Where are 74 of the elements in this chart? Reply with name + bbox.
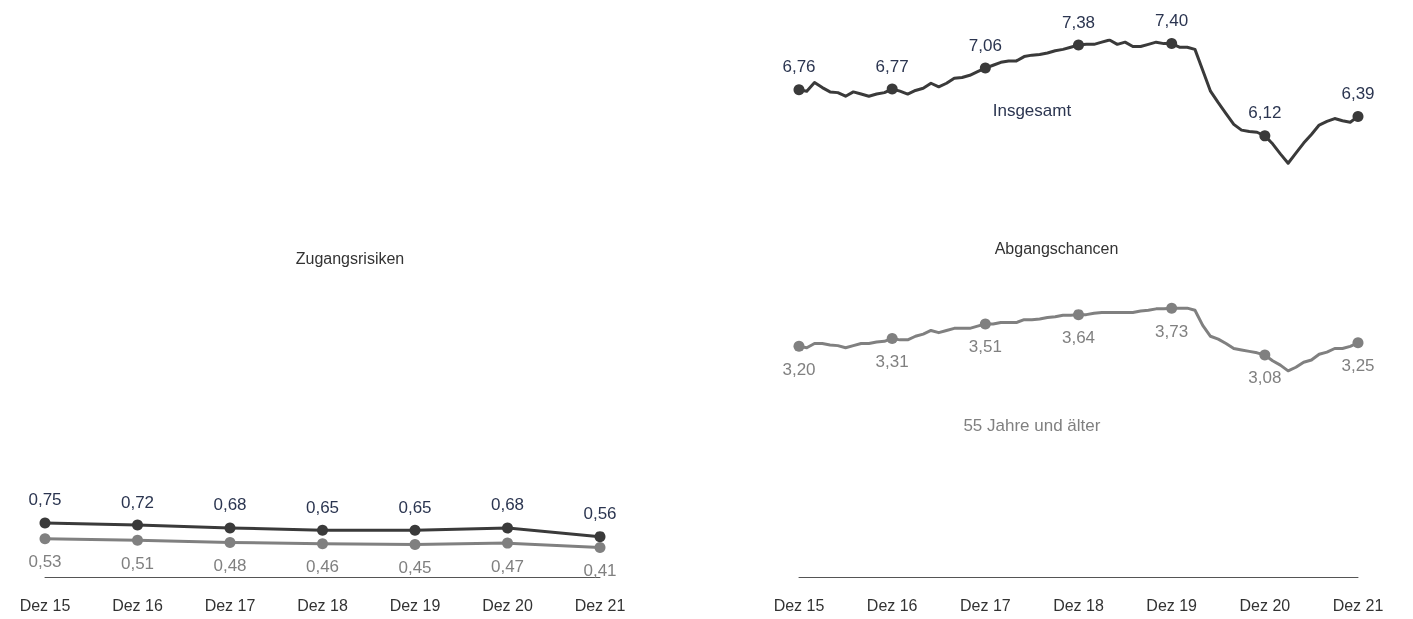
point	[793, 84, 805, 96]
x-tick-label: Dez 19	[389, 596, 441, 614]
point	[1259, 349, 1271, 361]
text: Abgangschancen	[994, 239, 1119, 257]
point	[317, 538, 328, 550]
data-label: 0,75	[28, 490, 62, 510]
point	[502, 537, 513, 549]
x-tick-label: Dez 21	[1332, 596, 1384, 614]
text: 55 Jahre und älter	[963, 416, 1101, 436]
x-tick-label: Dez 16	[866, 596, 918, 614]
data-label: 0,46	[305, 557, 340, 577]
data-label: 0,68	[213, 495, 247, 515]
point	[1073, 309, 1084, 321]
x-tick-label: Dez 15	[773, 596, 825, 614]
point	[39, 517, 51, 529]
data-label: 0,41	[583, 560, 617, 580]
data-label: 3,25	[1341, 356, 1375, 376]
data-label: 3,20	[782, 359, 816, 379]
data-label: 3,73	[1155, 321, 1189, 341]
chart-title: Zugangsrisiken	[295, 249, 405, 267]
x-tick-label: Dez 18	[1053, 596, 1104, 614]
point	[594, 541, 606, 553]
point	[317, 524, 328, 536]
x-tick-label: Dez 21	[574, 596, 626, 614]
data-label: 3,31	[875, 351, 909, 371]
point	[132, 534, 143, 546]
point	[409, 524, 421, 536]
point	[132, 519, 143, 531]
data-label: 7,38	[1061, 12, 1096, 32]
point	[1352, 337, 1364, 349]
data-label: 0,72	[120, 492, 155, 512]
x-tick-label: Dez 20	[1239, 596, 1291, 614]
data-label: 0,51	[120, 553, 155, 573]
x-tick-label: Dez 18	[297, 596, 348, 614]
x-tick-label: Dez 20	[482, 596, 533, 614]
point	[1259, 130, 1271, 142]
point	[594, 531, 606, 543]
x-tick-label: Dez 15	[19, 596, 71, 614]
point	[979, 318, 991, 330]
x-tick-label: Dez 19	[1146, 596, 1198, 614]
x-tick-label: Dez 17	[204, 596, 256, 614]
point	[886, 83, 898, 95]
x-tick-label: Dez 16	[112, 596, 163, 614]
data-label: 0,56	[583, 504, 617, 524]
data-label: 6,76	[782, 57, 816, 77]
data-label: 0,68	[490, 495, 525, 515]
data-label: 0,65	[305, 497, 340, 517]
point	[1166, 302, 1178, 314]
point	[1352, 110, 1364, 122]
point	[502, 522, 513, 534]
data-label: 3,08	[1248, 368, 1282, 388]
data-label: 6,77	[875, 56, 909, 76]
point	[979, 62, 991, 74]
point	[793, 340, 805, 352]
data-label: 0,48	[213, 555, 247, 575]
point	[224, 536, 236, 548]
point	[39, 533, 51, 545]
data-label: 6,39	[1341, 83, 1375, 103]
data-label: 6,12	[1248, 103, 1282, 123]
point	[1166, 38, 1178, 50]
data-label: 0,65	[398, 497, 432, 517]
point	[409, 539, 421, 551]
data-label: 7,40	[1155, 11, 1189, 31]
data-label: 7,06	[968, 35, 1002, 55]
data-label: 0,45	[398, 558, 432, 578]
point	[886, 332, 898, 344]
x-tick-label: Dez 17	[959, 596, 1011, 614]
series-label: Insgesamt	[992, 100, 1072, 120]
point	[224, 522, 236, 534]
data-label: 0,47	[490, 556, 525, 576]
data-label: 0,53	[28, 552, 62, 572]
data-label: 3,51	[968, 337, 1002, 357]
data-label: 3,64	[1061, 328, 1096, 348]
point	[1073, 39, 1084, 51]
